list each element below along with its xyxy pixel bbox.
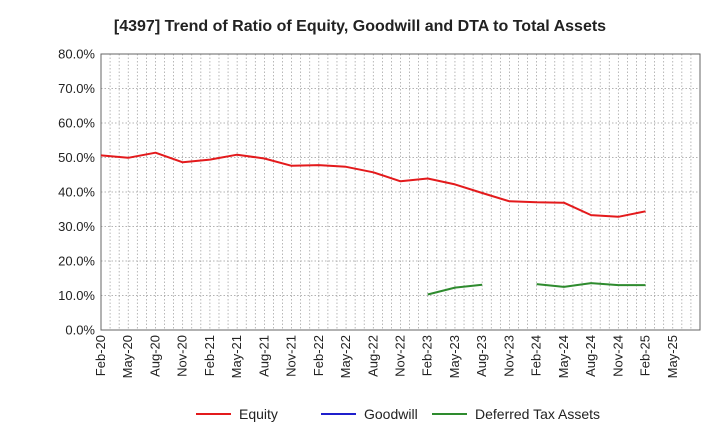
x-tick-label: May-22 (338, 335, 353, 378)
series-line-deferred-tax-assets (427, 283, 483, 296)
x-axis: Feb-20 May-20 Aug-20 Nov-20 Feb-21 May-21 Aug-… (93, 335, 680, 378)
y-axis: 0.0% 10.0% 20.0% 30.0% 40.0% 50.0% 60.0% 70.0% 8… (58, 47, 95, 338)
legend-label: Deferred Tax Assets (475, 406, 600, 422)
x-tick-label: Feb-25 (638, 335, 653, 376)
y-tick-label: 50.0% (58, 150, 95, 165)
chart-title: [4397] Trend of Ratio of Equity, Goodwil… (114, 18, 606, 35)
y-tick-label: 80.0% (58, 47, 95, 62)
legend-label: Equity (239, 406, 278, 422)
x-tick-label: Aug-24 (583, 335, 598, 377)
series-lines (100, 151, 646, 296)
series-line-equity (100, 151, 646, 218)
legend: Equity Goodwill Deferred Tax Assets (196, 406, 600, 422)
x-tick-label: Nov-20 (175, 335, 190, 377)
x-tick-label: Nov-24 (610, 335, 625, 377)
plot-frame (100, 53, 701, 331)
x-tick-label: May-25 (665, 335, 680, 378)
x-tick-label: Aug-21 (256, 335, 271, 377)
series-line-deferred-tax-assets (536, 282, 646, 288)
x-tick-label: May-21 (229, 335, 244, 378)
y-tick-label: 10.0% (58, 288, 95, 303)
x-tick-label: Feb-23 (420, 335, 435, 376)
y-tick-label: 0.0% (65, 323, 95, 338)
y-tick-label: 40.0% (58, 185, 95, 200)
y-tick-label: 30.0% (58, 219, 95, 234)
x-tick-label: Feb-20 (93, 335, 108, 376)
y-tick-label: 70.0% (58, 81, 95, 96)
x-tick-label: May-23 (447, 335, 462, 378)
x-tick-label: Nov-23 (501, 335, 516, 377)
x-tick-label: May-24 (556, 335, 571, 378)
x-tick-label: Aug-22 (365, 335, 380, 377)
x-tick-label: Nov-21 (284, 335, 299, 377)
x-tick-label: Aug-20 (147, 335, 162, 377)
x-tick-label: Feb-22 (311, 335, 326, 376)
grid (100, 53, 701, 331)
x-tick-label: Nov-22 (393, 335, 408, 377)
x-tick-label: Aug-23 (474, 335, 489, 377)
x-tick-label: Feb-24 (529, 335, 544, 376)
x-tick-label: Feb-21 (202, 335, 217, 376)
x-tick-label: May-20 (120, 335, 135, 378)
y-tick-label: 20.0% (58, 254, 95, 269)
legend-label: Goodwill (364, 406, 418, 422)
y-tick-label: 60.0% (58, 116, 95, 131)
